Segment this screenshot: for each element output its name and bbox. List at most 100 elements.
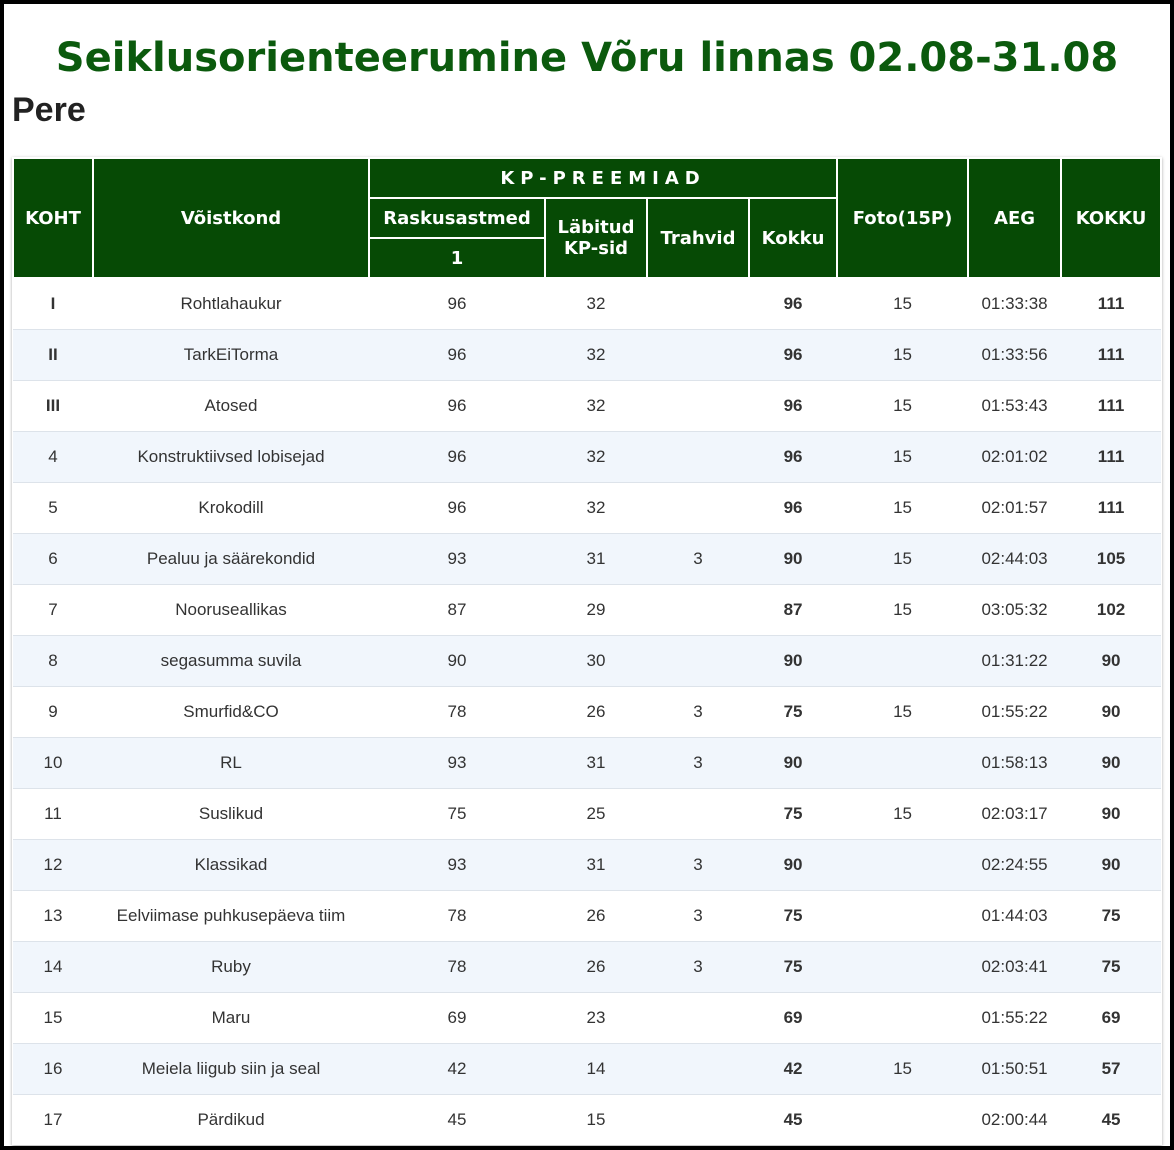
table-row: 9 Smurfid&CO 78 26 3 75 15 01:55:22 90	[13, 686, 1162, 738]
cell-team: segasumma suvila	[93, 635, 369, 687]
cell-total: 69	[1061, 992, 1162, 1044]
cell-team: Noorusеallikas	[93, 584, 369, 636]
cell-team: Suslikud	[93, 788, 369, 840]
cell-team: Rohtlahaukur	[93, 277, 369, 330]
cell-trahvid	[647, 431, 749, 483]
table-row: 16 Meiela liigub siin ja seal 42 14 42 15 01:5…	[13, 1043, 1162, 1095]
header-foto: Foto(15P)	[836, 157, 970, 279]
cell-raskusaste-1: 96	[369, 431, 545, 483]
cell-raskusaste-1: 93	[369, 839, 545, 891]
cell-total: 90	[1061, 686, 1162, 738]
cell-trahvid	[647, 584, 749, 636]
cell-koht: 11	[13, 788, 93, 840]
cell-labitud: 31	[545, 737, 647, 789]
cell-foto: 15	[837, 533, 969, 585]
cell-koht: II	[13, 329, 93, 381]
cell-kokku-sub: 90	[749, 533, 838, 585]
cell-raskusaste-1: 96	[369, 277, 545, 330]
cell-total: 111	[1061, 329, 1162, 381]
cell-koht: 9	[13, 686, 93, 738]
cell-team: Pärdikud	[93, 1094, 369, 1145]
cell-raskusaste-1: 69	[369, 992, 545, 1044]
cell-trahvid	[647, 482, 749, 534]
cell-raskusaste-1: 87	[369, 584, 545, 636]
cell-raskusaste-1: 96	[369, 380, 545, 432]
cell-total: 90	[1061, 788, 1162, 840]
cell-raskusaste-1: 45	[369, 1094, 545, 1145]
header-trahvid: Trahvid	[646, 197, 750, 279]
header-voistkond: Võistkond	[92, 157, 370, 279]
cell-total: 105	[1061, 533, 1162, 585]
table-row: 15 Maru 69 23 69 01:55:22 69	[13, 992, 1162, 1044]
cell-labitud: 31	[545, 533, 647, 585]
cell-aeg: 02:01:02	[968, 431, 1062, 483]
cell-total: 45	[1061, 1094, 1162, 1145]
cell-foto	[837, 890, 969, 942]
cell-aeg: 02:00:44	[968, 1094, 1062, 1145]
cell-labitud: 23	[545, 992, 647, 1044]
cell-labitud: 32	[545, 277, 647, 330]
cell-labitud: 26	[545, 890, 647, 942]
cell-raskusaste-1: 78	[369, 686, 545, 738]
cell-kokku-sub: 87	[749, 584, 838, 636]
cell-trahvid: 3	[647, 839, 749, 891]
cell-team: Eelviimase puhkusepäeva tiim	[93, 890, 369, 942]
cell-kokku-sub: 96	[749, 277, 838, 330]
cell-aeg: 01:33:38	[968, 277, 1062, 330]
table-row: 17 Pärdikud 45 15 45 02:00:44 45	[13, 1094, 1162, 1145]
cell-koht: 6	[13, 533, 93, 585]
header-kokku-sub: Kokku	[747, 197, 839, 279]
cell-trahvid	[647, 1094, 749, 1145]
cell-foto	[837, 1094, 969, 1145]
cell-foto: 15	[837, 686, 969, 738]
cell-trahvid	[647, 635, 749, 687]
cell-foto	[837, 941, 969, 993]
cell-total: 111	[1061, 431, 1162, 483]
cell-foto: 15	[837, 788, 969, 840]
cell-team: Konstruktiivsed lobisejad	[93, 431, 369, 483]
cell-koht: I	[13, 277, 93, 330]
table-row: 4 Konstruktiivsed lobisejad 96 32 96 15 02:01:…	[13, 431, 1162, 483]
cell-trahvid	[647, 277, 749, 330]
cell-koht: 15	[13, 992, 93, 1044]
cell-raskusaste-1: 96	[369, 482, 545, 534]
results-body: I Rohtlahaukur 96 32 96 15 01:33:38 111 II TarkEi…	[13, 277, 1162, 1145]
cell-team: TarkEiTorma	[93, 329, 369, 381]
cell-aeg: 03:05:32	[968, 584, 1062, 636]
cell-total: 102	[1061, 584, 1162, 636]
cell-labitud: 29	[545, 584, 647, 636]
cell-foto	[837, 839, 969, 891]
header-kokku: KOKKU	[1060, 157, 1163, 279]
results-table: KOHT Võistkond KP-PREEMIAD Foto(15P) AEG…	[12, 157, 1163, 1145]
cell-raskusaste-1: 93	[369, 737, 545, 789]
cell-kokku-sub: 90	[749, 635, 838, 687]
cell-trahvid: 3	[647, 686, 749, 738]
page-title: Seiklusorienteerumine Võru linnas 02.08-…	[55, 35, 1119, 81]
table-row: 12 Klassikad 93 31 3 90 02:24:55 90	[13, 839, 1162, 891]
header-kp-preemiad: KP-PREEMIAD	[367, 157, 839, 199]
cell-labitud: 15	[545, 1094, 647, 1145]
cell-labitud: 32	[545, 431, 647, 483]
cell-foto: 15	[837, 1043, 969, 1095]
cell-kokku-sub: 75	[749, 890, 838, 942]
table-row: I Rohtlahaukur 96 32 96 15 01:33:38 111	[13, 277, 1162, 330]
category-heading: Pere	[12, 91, 86, 129]
cell-aeg: 02:03:41	[968, 941, 1062, 993]
cell-total: 111	[1061, 277, 1162, 330]
cell-kokku-sub: 96	[749, 329, 838, 381]
header-raskusastmed: Raskusastmed	[368, 197, 546, 239]
cell-raskusaste-1: 78	[369, 890, 545, 942]
table-row: III Atosed 96 32 96 15 01:53:43 111	[13, 380, 1162, 432]
cell-labitud: 30	[545, 635, 647, 687]
cell-kokku-sub: 75	[749, 941, 838, 993]
cell-raskusaste-1: 90	[369, 635, 545, 687]
cell-team: Maru	[93, 992, 369, 1044]
cell-trahvid: 3	[647, 941, 749, 993]
table-row: 5 Krokodill 96 32 96 15 02:01:57 111	[13, 482, 1162, 534]
cell-labitud: 26	[545, 686, 647, 738]
cell-foto	[837, 737, 969, 789]
page-frame: Seiklusorienteerumine Võru linnas 02.08-…	[4, 4, 1170, 1146]
cell-total: 75	[1061, 890, 1162, 942]
table-row: 14 Ruby 78 26 3 75 02:03:41 75	[13, 941, 1162, 993]
cell-aeg: 02:01:57	[968, 482, 1062, 534]
